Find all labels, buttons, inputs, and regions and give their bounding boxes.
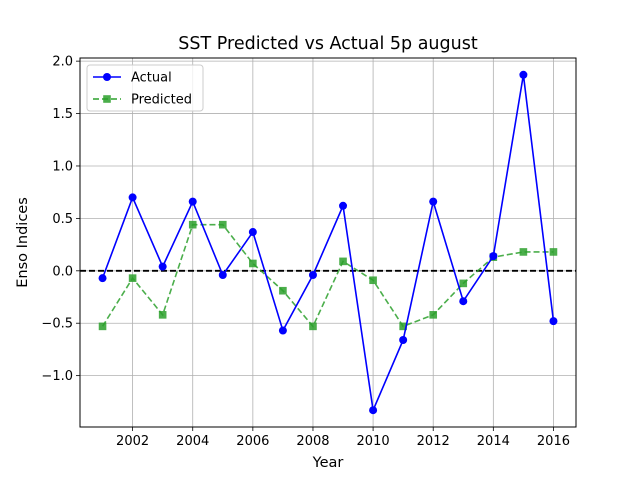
data-point-actual bbox=[519, 70, 528, 79]
y-tick-label: 1.0 bbox=[52, 159, 73, 174]
data-point-actual bbox=[248, 228, 257, 237]
y-tick-label: 0.0 bbox=[52, 264, 73, 279]
x-axis-title: Year bbox=[312, 455, 344, 471]
legend-marker bbox=[103, 95, 111, 103]
data-point-actual bbox=[369, 406, 378, 415]
data-point-actual bbox=[308, 270, 317, 279]
data-point-predicted bbox=[459, 279, 468, 288]
series-layer bbox=[98, 70, 558, 415]
x-tick-label: 2004 bbox=[176, 434, 209, 449]
y-tick-label: −1.0 bbox=[41, 369, 73, 384]
chart-title: SST Predicted vs Actual 5p august bbox=[178, 34, 478, 54]
data-point-actual bbox=[278, 326, 287, 335]
data-point-predicted bbox=[218, 220, 227, 229]
series-line-predicted bbox=[101, 223, 554, 328]
x-tick-label: 2016 bbox=[537, 434, 570, 449]
data-point-predicted bbox=[279, 286, 287, 295]
data-point-predicted bbox=[309, 322, 317, 331]
series-actual bbox=[98, 70, 558, 415]
y-tick-label: 0.5 bbox=[52, 212, 73, 227]
y-tick-label: 1.5 bbox=[52, 107, 73, 122]
x-tick-label: 2006 bbox=[236, 434, 269, 449]
data-point-predicted bbox=[128, 274, 137, 282]
data-point-predicted bbox=[549, 248, 558, 256]
legend-entry-predicted: Predicted bbox=[93, 93, 192, 108]
data-point-actual bbox=[399, 335, 408, 344]
data-point-predicted bbox=[369, 276, 377, 285]
x-tick-label: 2008 bbox=[296, 434, 329, 449]
data-point-predicted bbox=[188, 220, 197, 229]
data-point-predicted bbox=[249, 259, 257, 268]
data-point-actual bbox=[128, 193, 137, 202]
data-point-predicted bbox=[98, 322, 107, 331]
series-predicted bbox=[98, 220, 558, 331]
y-tick-label: 2.0 bbox=[52, 55, 73, 70]
y-tick-label: −0.5 bbox=[41, 317, 73, 332]
y-axis-title: Enso Indices bbox=[15, 197, 31, 288]
data-point-predicted bbox=[339, 257, 347, 266]
data-point-actual bbox=[459, 297, 468, 306]
data-point-actual bbox=[158, 262, 167, 271]
data-point-actual bbox=[549, 317, 558, 326]
data-point-predicted bbox=[429, 311, 438, 319]
data-point-actual bbox=[339, 201, 348, 210]
data-point-predicted bbox=[399, 322, 407, 331]
legend-entry-actual: Actual bbox=[93, 71, 172, 86]
legend-label: Predicted bbox=[131, 93, 192, 108]
x-tick-label: 2012 bbox=[417, 434, 450, 449]
ticks: 2002 2004 2006 2008 2010 2012 2014 2016 −1.0 −0.5… bbox=[41, 55, 570, 449]
x-tick-label: 2010 bbox=[357, 434, 390, 449]
legend: Actual Predicted bbox=[86, 64, 204, 112]
data-point-actual bbox=[489, 252, 498, 261]
legend-marker bbox=[103, 73, 111, 81]
x-tick-label: 2014 bbox=[477, 434, 510, 449]
data-point-predicted bbox=[519, 248, 528, 256]
x-tick-label: 2002 bbox=[116, 434, 149, 449]
data-point-actual bbox=[218, 270, 227, 279]
legend-label: Actual bbox=[131, 71, 172, 86]
data-point-predicted bbox=[158, 311, 167, 319]
series-line-actual bbox=[101, 74, 555, 414]
plot-frame bbox=[79, 57, 577, 428]
data-point-actual bbox=[429, 197, 438, 206]
data-point-actual bbox=[98, 274, 107, 283]
data-point-actual bbox=[188, 197, 197, 206]
